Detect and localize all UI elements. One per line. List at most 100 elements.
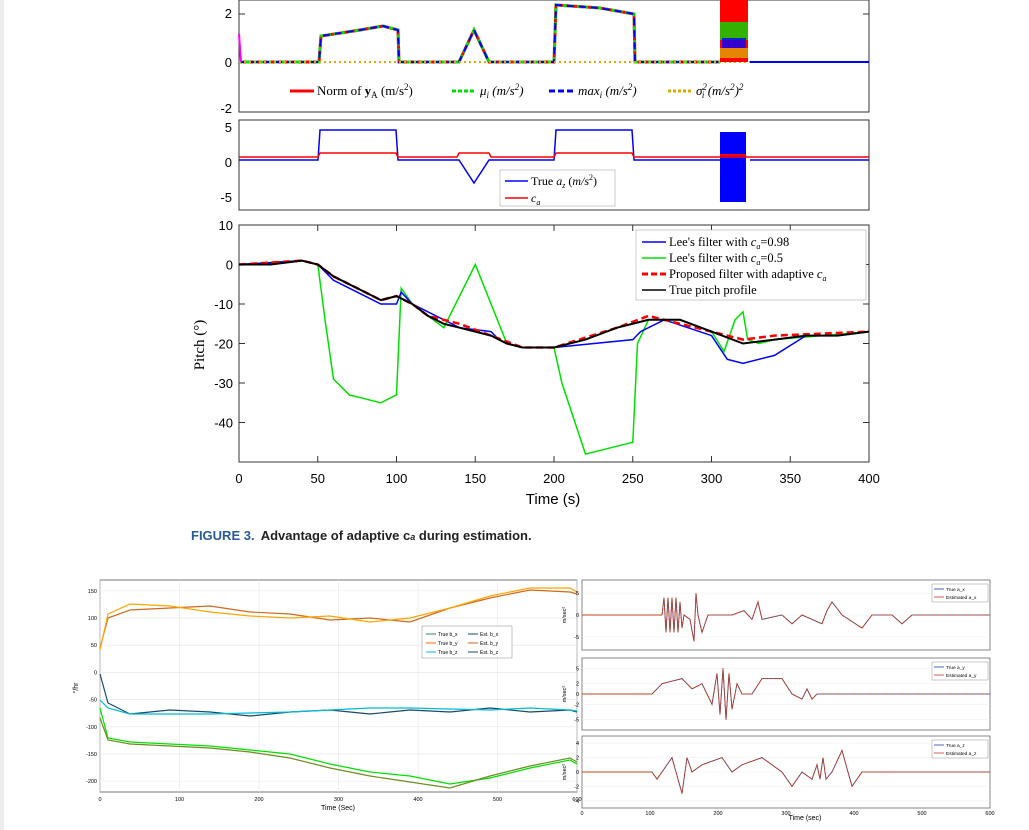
pitch-xtick: 400 [858, 471, 880, 486]
pitch-series [238, 259, 870, 455]
bias-ytick: -200 [86, 779, 97, 785]
caption-sub: a [410, 532, 416, 542]
caption-text: Advantage of adaptive c [260, 528, 411, 543]
pitch-xlabel: Time (s) [526, 491, 580, 508]
acc-ylabel: m/sec² [562, 607, 568, 624]
acc-ytick: 5 [576, 666, 579, 672]
bias-ytick: 100 [88, 616, 97, 622]
top-panel: 2 0 -2 Norm of yA (m/s2) μi (m/s2) [220, 0, 870, 116]
pitch-ytick: 0 [226, 258, 233, 273]
pitch-legend [635, 229, 867, 301]
caption-tail: during estimation. [415, 528, 532, 543]
legend-true-az: True az (m/s2) [531, 173, 597, 190]
acc-ytick: 5 [576, 591, 579, 597]
top-ytick: 2 [225, 6, 232, 21]
acc-ytick: 4 [576, 741, 579, 747]
acc-legend-est: Estimated a_x [946, 595, 977, 601]
legend-max: maxi (m/s2) [578, 82, 637, 100]
bias-legend-item: Est. b_z [480, 650, 499, 656]
pitch-xtick: 250 [622, 471, 644, 486]
bias-ytick: -50 [89, 698, 97, 704]
mid-panel: 5 0 -5 True az (m/s2) ca [220, 119, 870, 211]
legend-mu: μi (m/s2) [479, 82, 524, 100]
top-ytick: -2 [220, 101, 232, 116]
acc-legend-true: True a_x [946, 587, 965, 593]
acc-panel1: 5 0 -5 m/sec² True a_x Estimated a_x [562, 579, 991, 651]
bias-xtick: 100 [175, 797, 184, 803]
acc-xtick: 300 [781, 811, 790, 817]
pitch-xtick: 100 [386, 471, 408, 486]
bias-series [99, 587, 578, 789]
bias-ytick: -150 [86, 752, 97, 758]
acc-legend-est: Estimated a_z [946, 751, 977, 757]
pitch-legend-item: Lee's filter with ca=0.5 [669, 251, 783, 267]
figure-3: 2 0 -2 Norm of yA (m/s2) μi (m/s2) [192, 0, 880, 508]
legend-ca: ca [531, 191, 540, 207]
acc-xlabel: Time (sec) [789, 815, 822, 822]
bias-legend [421, 625, 513, 659]
bias-legend-item: True b_x [438, 632, 458, 638]
acc-ytick: -5 [574, 635, 579, 641]
pitch-ytick: -20 [214, 337, 233, 352]
bias-xtick: 400 [413, 797, 422, 803]
top-signals [238, 0, 869, 64]
bias-ytick: -100 [86, 725, 97, 731]
bias-xtick: 600 [572, 797, 581, 803]
bias-legend-item: True b_y [438, 641, 458, 647]
acc-ytick: 0 [576, 770, 579, 776]
bias-ytick: 150 [88, 589, 97, 595]
acc-ytick: 2 [576, 682, 579, 688]
bias-ytick: 50 [91, 643, 97, 649]
acc-xtick: 600 [985, 811, 994, 817]
pitch-ytick: -10 [214, 297, 233, 312]
acc-xtick: 200 [713, 811, 722, 817]
bias-xtick: 300 [334, 797, 343, 803]
acc-ytick: -2 [574, 784, 579, 790]
legend-norm: Norm of yA (m/s2) [317, 82, 413, 100]
figure-3-caption: FIGURE 3. Advantage of adaptive ca durin… [191, 528, 532, 543]
bias-ytick: 0 [94, 670, 97, 676]
pitch-xtick: 200 [543, 471, 565, 486]
bias-legend-item: Est. b_y [480, 641, 499, 647]
acc-xtick: 400 [849, 811, 858, 817]
top-legend: Norm of yA (m/s2) μi (m/s2) maxi (m/s2) … [290, 82, 744, 100]
pitch-ylabel: Pitch (°) [192, 320, 208, 371]
legend-sigma: σ2 i (m/s2)2 [696, 82, 744, 100]
acc-xtick: 0 [580, 811, 583, 817]
pitch-line-lee-s-filter-with-c-a-0-98 [238, 259, 807, 365]
mid-ytick: 5 [225, 120, 232, 135]
pitch-legend-item: Proposed filter with adaptive ca [669, 267, 826, 283]
bias-xtick: 200 [254, 797, 263, 803]
pitch-xtick: 0 [235, 471, 242, 486]
pitch-panel: 100-10-20-30-40 0 50 100 150 200 250 300 350 400… [192, 218, 880, 508]
bias-xtick: 0 [98, 797, 101, 803]
acc-xtick: 100 [645, 811, 654, 817]
page-sidebar [0, 0, 4, 830]
pitch-line-true-pitch-profile [239, 259, 870, 349]
bias-legend-item: True b_z [438, 650, 458, 656]
acc-ylabel: m/sec² [562, 764, 568, 781]
pitch-xtick: 150 [464, 471, 486, 486]
pitch-legend-item: Lee's filter with ca=0.98 [669, 235, 789, 251]
pitch-ytick: -40 [214, 416, 233, 431]
mid-ytick: 0 [225, 155, 232, 170]
acc-ylabel: m/sec² [562, 686, 568, 703]
acc-panel2: 5 2 0 -2 -5 m/sec² True a_y Estimated a_y [562, 657, 991, 731]
top-ytick: 0 [225, 55, 232, 70]
bias-legend-item: Est. b_x [480, 632, 499, 638]
pitch-xtick: 300 [701, 471, 723, 486]
caption-label: FIGURE 3. [191, 528, 255, 543]
acc-legend-true: True a_y [946, 665, 965, 671]
bias-ylabel: °/hr [72, 682, 80, 694]
pitch-ytick: -30 [214, 376, 233, 391]
acc-ytick: -4 [574, 799, 579, 805]
bias-xlabel: Time (Sec) [321, 805, 355, 812]
acc-ytick: 2 [576, 756, 579, 762]
acc-ytick: 0 [576, 692, 579, 698]
bias-xtick: 500 [493, 797, 502, 803]
mid-ytick: -5 [220, 190, 232, 205]
acc-ytick: -5 [574, 718, 579, 724]
acc-ytick: -2 [574, 702, 579, 708]
pitch-legend-item: True pitch profile [669, 283, 757, 297]
